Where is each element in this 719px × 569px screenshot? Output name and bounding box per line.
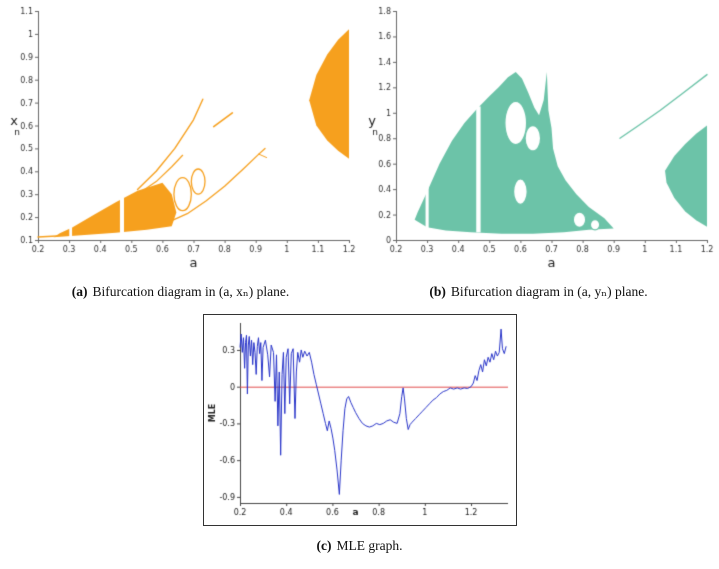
- mle-plot: [203, 315, 516, 525]
- figure-page: (a) Bifurcation diagram in (a, xₙ) plane.…: [0, 4, 719, 554]
- caption-a: (a) Bifurcation diagram in (a, xₙ) plane.: [72, 284, 289, 300]
- bifurcation-row: (a) Bifurcation diagram in (a, xₙ) plane.…: [0, 4, 719, 300]
- panel-b: (b) Bifurcation diagram in (a, yₙ) plane.: [362, 4, 715, 300]
- panel-c: (c) MLE graph.: [0, 314, 719, 554]
- mle-plot-frame: [202, 314, 517, 526]
- caption-b: (b) Bifurcation diagram in (a, yₙ) plane.: [429, 284, 647, 300]
- caption-a-text: Bifurcation diagram in (a, xₙ) plane.: [92, 284, 290, 299]
- caption-a-label: (a): [71, 284, 88, 299]
- caption-b-label: (b): [429, 284, 446, 299]
- bifurcation-plot-a: [4, 4, 357, 272]
- caption-b-text: Bifurcation diagram in (a, yₙ) plane.: [450, 284, 648, 299]
- caption-c-text: MLE graph.: [336, 538, 403, 553]
- panel-a: (a) Bifurcation diagram in (a, xₙ) plane.: [4, 4, 357, 300]
- caption-c: (c) MLE graph.: [317, 538, 403, 554]
- bifurcation-plot-b: [362, 4, 715, 272]
- caption-c-label: (c): [316, 538, 332, 553]
